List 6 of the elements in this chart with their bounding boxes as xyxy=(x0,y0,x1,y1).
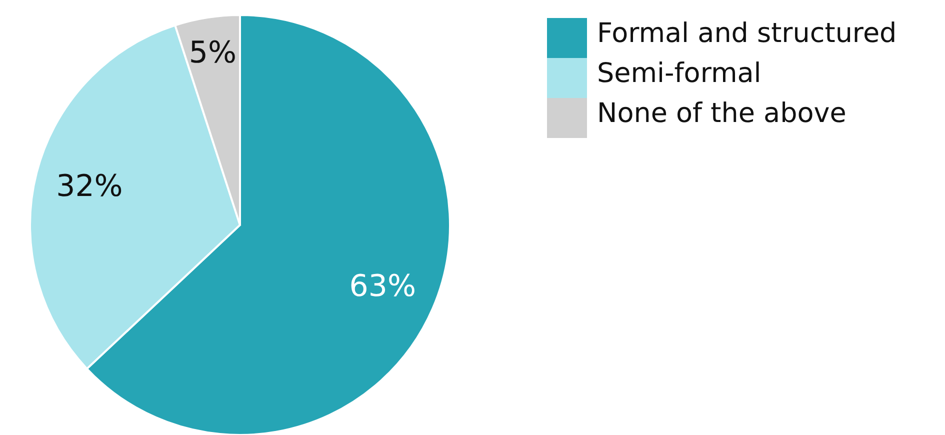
data-label: 63% xyxy=(349,269,416,304)
data-label: 5% xyxy=(188,35,237,70)
legend-label: None of the above xyxy=(597,98,846,130)
legend-label: Semi-formal xyxy=(597,58,762,90)
legend-label: Formal and structured xyxy=(597,18,897,50)
data-label: 32% xyxy=(56,168,123,204)
